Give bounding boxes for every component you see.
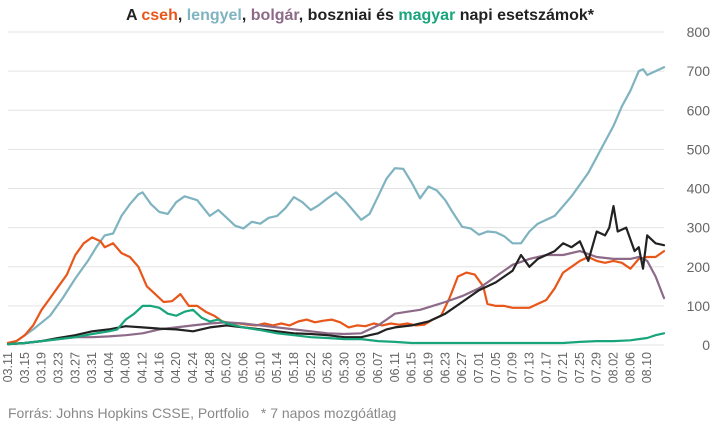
- y-tick-label: 800: [687, 24, 711, 40]
- x-tick-label: 04.16: [152, 352, 166, 383]
- y-tick-label: 400: [687, 181, 711, 197]
- x-axis-ticks: 03.11 03.15 03.19 03.23 03.27 03.31 04.04 04.08…: [1, 352, 654, 383]
- x-tick-label: 07.17: [539, 352, 553, 383]
- x-tick-label: 06.15: [405, 352, 419, 383]
- series-line-bolgar: [6, 250, 666, 346]
- title-part: ,: [242, 7, 251, 24]
- x-tick-label: 05.22: [304, 352, 318, 383]
- title-part: magyar: [398, 7, 455, 24]
- y-tick-label: 500: [687, 141, 711, 157]
- title-part: lengyel: [187, 7, 242, 24]
- series-lines: [6, 66, 666, 346]
- x-tick-label: 07.01: [472, 352, 486, 383]
- x-tick-label: 05.30: [337, 352, 351, 383]
- title-part: A: [126, 7, 141, 24]
- x-tick-label: 03.19: [35, 352, 49, 383]
- x-tick-label: 03.15: [18, 352, 32, 383]
- y-axis-ticks: 0 100 200 300 400 500 600 700 800: [687, 24, 711, 353]
- x-tick-label: 06.27: [455, 352, 469, 383]
- x-tick-label: 04.28: [203, 352, 217, 383]
- x-tick-label: 07.25: [573, 352, 587, 383]
- x-tick-label: 03.31: [85, 352, 99, 383]
- title-part: cseh: [141, 7, 177, 24]
- x-tick-label: 04.08: [119, 352, 133, 383]
- x-tick-label: 07.13: [522, 352, 536, 383]
- x-tick-label: 05.26: [321, 352, 335, 383]
- x-tick-label: 07.29: [590, 352, 604, 383]
- series-line-boszniai: [6, 205, 666, 346]
- title-part: napi esetszámok*: [455, 7, 595, 24]
- x-tick-label: 06.11: [388, 352, 402, 382]
- x-tick-label: 06.03: [354, 352, 368, 383]
- source-note: Forrás: Johns Hopkins CSSE, Portfolio * …: [8, 405, 396, 421]
- y-tick-label: 0: [702, 337, 710, 353]
- x-tick-label: 08.02: [607, 352, 621, 383]
- y-tick-label: 600: [687, 102, 711, 118]
- chart-title: A cseh, lengyel, bolgár, boszniai és mag…: [126, 7, 595, 24]
- y-tick-label: 700: [687, 63, 711, 79]
- x-tick-label: 06.07: [371, 352, 385, 383]
- title-part: ,: [178, 7, 187, 24]
- x-tick-label: 07.09: [506, 352, 520, 383]
- x-tick-label: 05.14: [270, 352, 284, 383]
- x-tick-label: 04.24: [186, 352, 200, 383]
- x-tick-label: 08.06: [623, 352, 637, 383]
- x-tick-label: 03.23: [51, 352, 65, 383]
- x-tick-label: 04.04: [102, 352, 116, 383]
- gridlines: [8, 31, 664, 346]
- x-tick-label: 03.11: [1, 352, 15, 382]
- series-line-magyar: [6, 304, 666, 346]
- x-tick-label: 04.12: [136, 352, 150, 383]
- series-line-lengyel: [6, 66, 666, 345]
- x-tick-label: 04.20: [169, 352, 183, 383]
- series-line-cseh: [6, 236, 666, 345]
- x-tick-label: 03.27: [68, 352, 82, 383]
- x-tick-label: 05.06: [236, 352, 250, 383]
- x-tick-label: 07.05: [489, 352, 503, 383]
- title-part: , boszniai és: [299, 7, 399, 24]
- y-tick-label: 100: [687, 298, 711, 314]
- x-tick-label: 07.21: [556, 352, 570, 383]
- y-tick-label: 200: [687, 259, 711, 275]
- y-tick-label: 300: [687, 220, 711, 236]
- x-tick-label: 05.10: [253, 352, 267, 383]
- title-part: bolgár: [251, 7, 300, 24]
- x-tick-label: 08.10: [640, 352, 654, 383]
- x-tick-label: 05.18: [287, 352, 301, 383]
- x-tick-label: 06.23: [438, 352, 452, 383]
- x-tick-label: 05.02: [220, 352, 234, 383]
- x-tick-label: 06.19: [422, 352, 436, 383]
